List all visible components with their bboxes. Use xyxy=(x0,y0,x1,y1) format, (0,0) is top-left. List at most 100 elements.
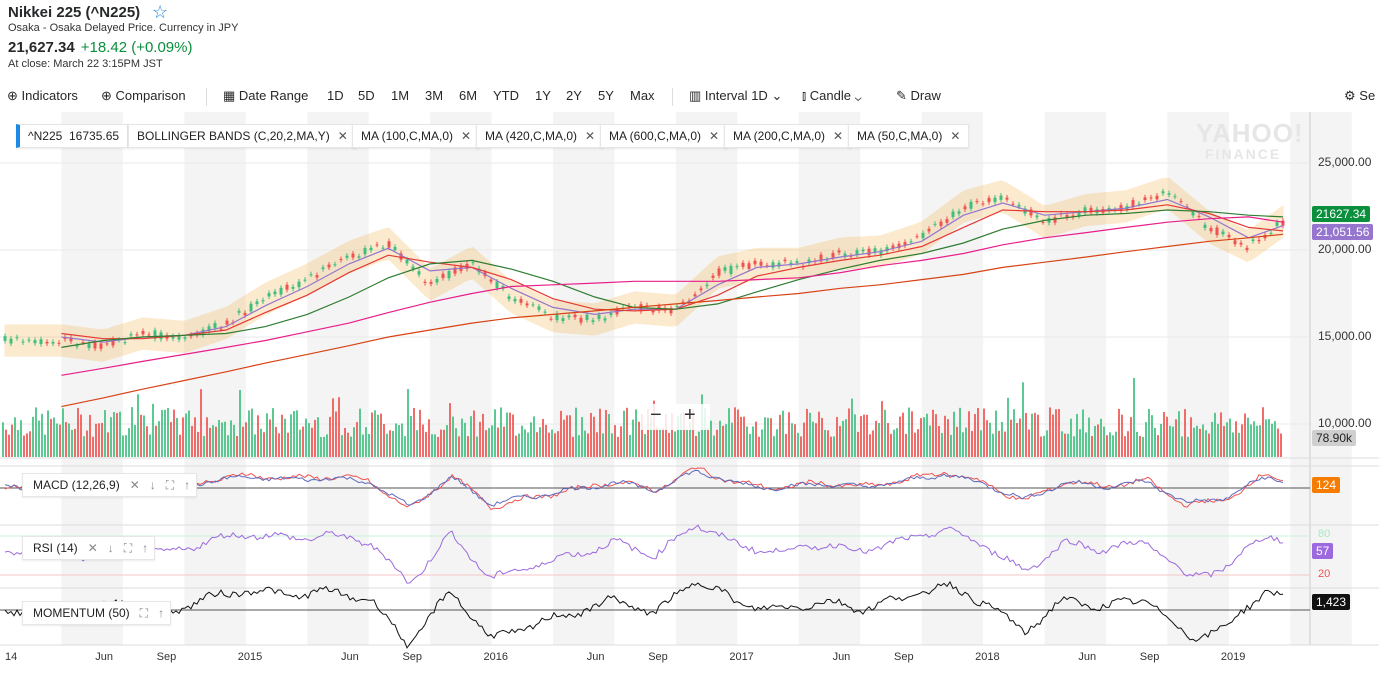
volume-bar xyxy=(1151,415,1153,457)
draw-button[interactable]: ✎ Draw xyxy=(896,88,941,104)
x-tick-label: 2016 xyxy=(483,651,509,663)
rsi-legend[interactable]: RSI (14) ✕ ↓ ⛶ ↑ xyxy=(22,536,156,560)
volume-bar xyxy=(458,436,460,457)
candle-body xyxy=(453,267,457,274)
close-icon[interactable]: ✕ xyxy=(87,541,98,555)
expand-icon[interactable]: ⛶ xyxy=(139,606,149,620)
expand-icon[interactable]: ⛶ xyxy=(165,478,175,492)
range-1y[interactable]: 1Y xyxy=(535,88,551,103)
zoom-out-button[interactable]: − xyxy=(650,404,662,426)
close-icon[interactable]: ✕ xyxy=(337,129,348,143)
volume-bar xyxy=(842,420,844,457)
volume-bar xyxy=(542,418,544,457)
candle-body xyxy=(495,281,499,289)
volume-bar xyxy=(1094,425,1096,457)
settings-button[interactable]: ⚙ Se xyxy=(1344,88,1375,104)
candle-body xyxy=(243,312,247,316)
candle-body xyxy=(1281,220,1285,226)
range-max[interactable]: Max xyxy=(630,88,655,103)
price-chart[interactable] xyxy=(0,112,1379,683)
candle-body xyxy=(27,339,31,341)
study-label: BOLLINGER BANDS (C,20,2,MA,Y) xyxy=(137,129,330,143)
volume-bar xyxy=(662,428,664,457)
candle-body xyxy=(327,264,331,268)
zoom-in-button[interactable]: + xyxy=(684,404,696,426)
arrow-up-icon[interactable]: ↑ xyxy=(142,541,149,555)
arrow-up-icon[interactable]: ↑ xyxy=(184,478,191,492)
study-legend[interactable]: MA (50,C,MA,0) ✕ xyxy=(848,124,970,148)
volume-bar xyxy=(926,413,928,457)
volume-bar xyxy=(188,410,190,457)
close-icon[interactable]: ✕ xyxy=(461,129,472,143)
close-icon[interactable]: ✕ xyxy=(833,129,844,143)
candle-button[interactable]: ⫾ Candle ⌄ xyxy=(802,88,862,104)
volume-bar xyxy=(1016,422,1018,457)
candle-body xyxy=(87,343,91,348)
date-range-button[interactable]: ▦ Date Range xyxy=(223,88,308,104)
candle-body xyxy=(603,318,607,321)
comparison-button[interactable]: ⊕ Comparison xyxy=(101,88,186,104)
volume-bar xyxy=(326,434,328,457)
close-icon[interactable]: ✕ xyxy=(950,129,961,143)
watchlist-star-icon[interactable]: ☆ xyxy=(152,2,169,22)
volume-bar xyxy=(53,417,55,457)
close-icon[interactable]: ✕ xyxy=(585,129,596,143)
range-6m[interactable]: 6M xyxy=(459,88,478,103)
range-3m[interactable]: 3M xyxy=(425,88,444,103)
volume-bar xyxy=(515,435,517,457)
study-legend[interactable]: BOLLINGER BANDS (C,20,2,MA,Y) ✕ xyxy=(128,124,357,148)
time-band xyxy=(675,112,738,645)
volume-bar xyxy=(359,408,361,457)
volume-bar xyxy=(956,426,958,457)
volume-bar xyxy=(758,436,760,457)
range-2y[interactable]: 2Y xyxy=(566,88,582,103)
candle-body xyxy=(1221,231,1225,235)
indicators-button[interactable]: ⊕ Indicators xyxy=(7,88,78,104)
volume-bar xyxy=(56,423,58,457)
volume-bar xyxy=(959,407,961,457)
candle-body xyxy=(789,262,793,265)
volume-bar xyxy=(1259,425,1261,457)
candle-body xyxy=(21,341,25,343)
candle-body xyxy=(597,314,601,319)
volume-bar xyxy=(1034,412,1036,457)
divider xyxy=(206,88,207,106)
close-icon[interactable]: ✕ xyxy=(709,129,720,143)
x-tick-label: 2017 xyxy=(729,651,754,663)
volume-bar xyxy=(863,414,865,457)
volume-bar xyxy=(101,422,103,457)
volume-bar xyxy=(764,417,766,457)
candle-body xyxy=(435,279,439,283)
volume-bar xyxy=(140,414,142,457)
volume-bar xyxy=(941,432,943,457)
volume-bar xyxy=(1175,419,1177,457)
volume-bar xyxy=(158,421,160,457)
range-ytd[interactable]: YTD xyxy=(493,88,519,103)
range-5d[interactable]: 5D xyxy=(358,88,375,103)
study-legend[interactable]: MA (420,C,MA,0) ✕ xyxy=(476,124,605,148)
macd-legend[interactable]: MACD (12,26,9) ✕ ↓ ⛶ ↑ xyxy=(22,473,198,497)
arrow-down-icon[interactable]: ↓ xyxy=(149,478,156,492)
legend-symbol[interactable]: ^N225 16735.65 xyxy=(16,124,129,148)
volume-bar xyxy=(377,414,379,457)
candle-body xyxy=(549,318,553,320)
study-legend[interactable]: MA (600,C,MA,0) ✕ xyxy=(600,124,729,148)
study-legend[interactable]: MA (100,C,MA,0) ✕ xyxy=(352,124,481,148)
candle-body xyxy=(489,279,493,282)
volume-bar xyxy=(989,422,991,457)
momentum-legend[interactable]: MOMENTUM (50) ⛶ ↑ xyxy=(22,601,172,625)
volume-bar xyxy=(998,430,1000,457)
range-1m[interactable]: 1M xyxy=(391,88,410,103)
candle-body xyxy=(705,284,709,287)
volume-bar xyxy=(1190,417,1192,457)
volume-bar xyxy=(1109,432,1111,457)
expand-icon[interactable]: ⛶ xyxy=(123,541,133,555)
close-icon[interactable]: ✕ xyxy=(129,478,140,492)
arrow-up-icon[interactable]: ↑ xyxy=(158,606,165,620)
interval-button[interactable]: ▥ Interval 1D ⌄ xyxy=(689,88,782,104)
range-1d[interactable]: 1D xyxy=(327,88,344,103)
volume-bar xyxy=(797,432,799,457)
range-5y[interactable]: 5Y xyxy=(598,88,614,103)
arrow-down-icon[interactable]: ↓ xyxy=(107,541,114,555)
study-legend[interactable]: MA (200,C,MA,0) ✕ xyxy=(724,124,853,148)
